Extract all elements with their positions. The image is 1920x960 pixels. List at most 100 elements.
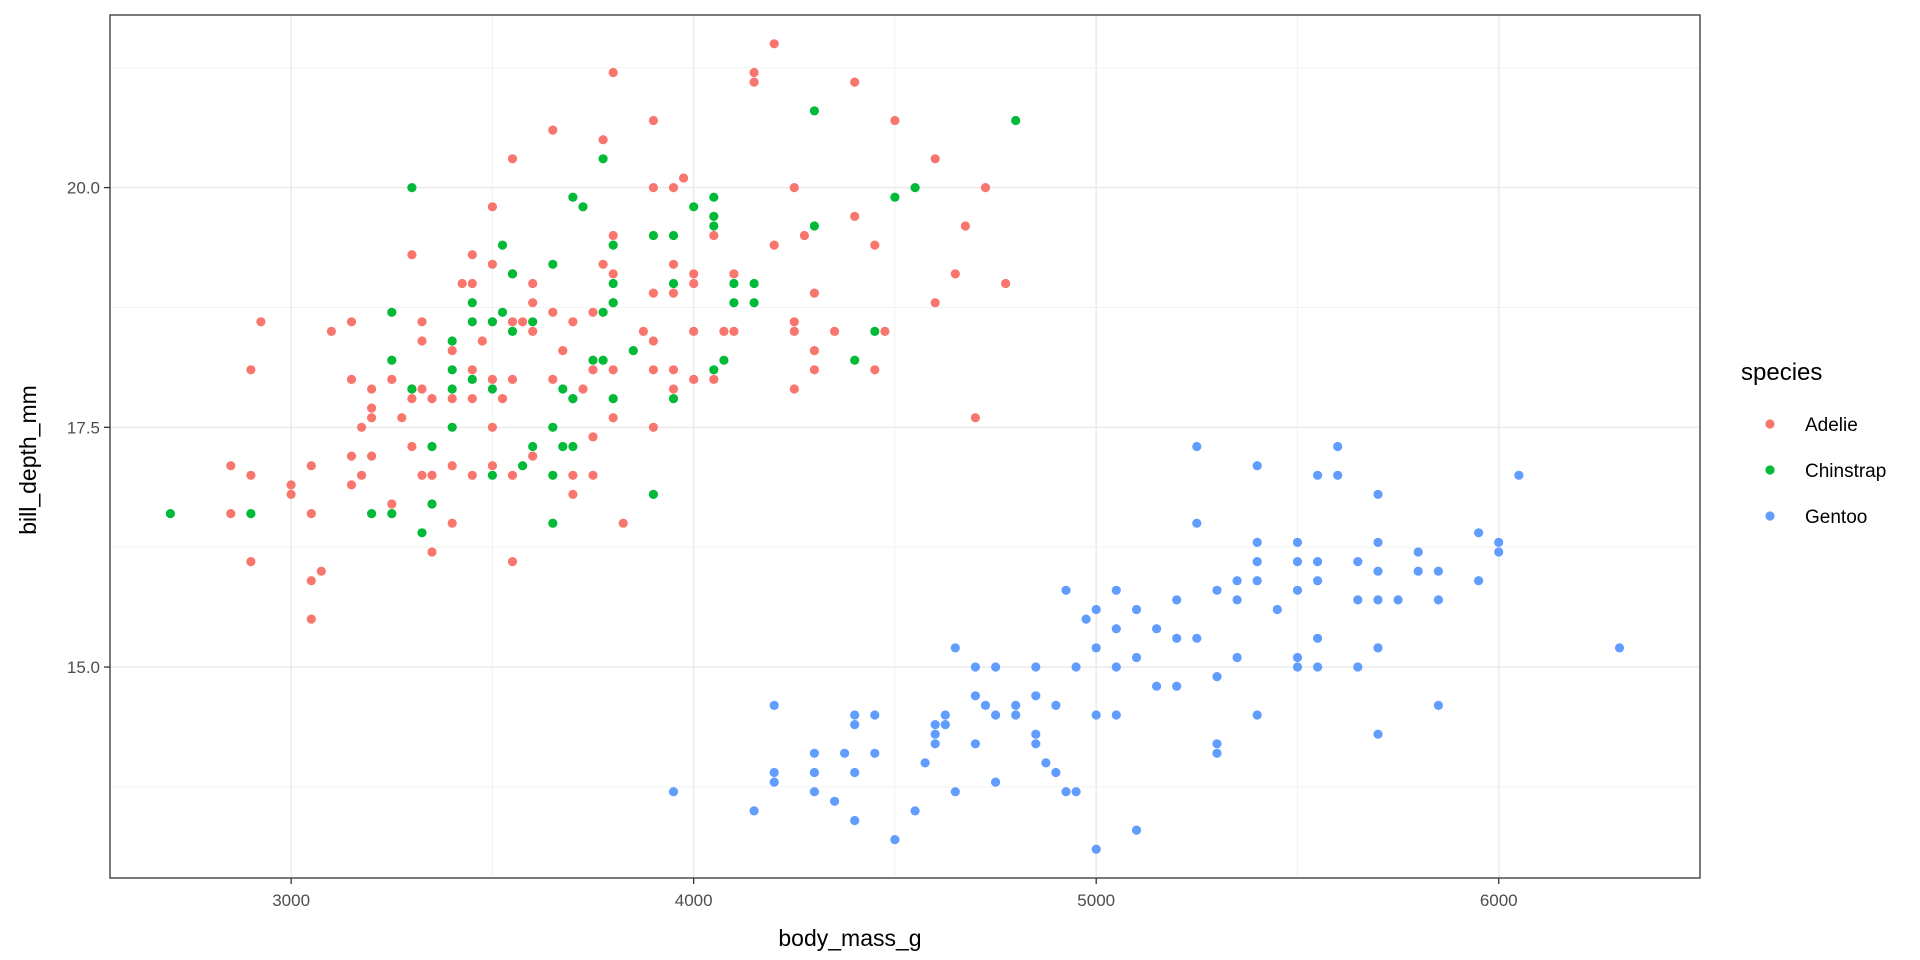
data-point-chinstrap — [387, 508, 397, 519]
data-point-adelie — [467, 365, 477, 375]
data-point-adelie — [346, 317, 357, 327]
data-point-gentoo — [1172, 681, 1182, 691]
data-point-gentoo — [1031, 729, 1041, 739]
data-point-chinstrap — [246, 508, 256, 519]
data-point-chinstrap — [487, 470, 497, 480]
data-point-gentoo — [1252, 710, 1262, 720]
data-point-gentoo — [850, 767, 860, 778]
data-point-gentoo — [769, 777, 779, 787]
data-point-gentoo — [1433, 700, 1443, 711]
legend-label-chinstrap: Chinstrap — [1805, 461, 1886, 482]
data-point-adelie — [789, 183, 799, 193]
data-point-gentoo — [970, 739, 981, 749]
data-point-gentoo — [890, 835, 900, 845]
data-point-chinstrap — [608, 298, 618, 308]
data-point-chinstrap — [528, 317, 538, 327]
data-point-adelie — [447, 346, 457, 356]
data-point-gentoo — [970, 662, 981, 672]
data-point-adelie — [246, 557, 256, 567]
data-point-adelie — [980, 183, 991, 193]
series-gentoo — [668, 441, 1625, 854]
data-point-gentoo — [940, 720, 950, 730]
data-point-chinstrap — [548, 259, 558, 269]
data-point-gentoo — [1313, 470, 1323, 480]
data-point-adelie — [367, 413, 377, 423]
data-point-adelie — [648, 336, 659, 346]
data-point-chinstrap — [709, 221, 719, 231]
data-point-gentoo — [769, 767, 779, 778]
data-point-adelie — [548, 374, 558, 384]
data-point-adelie — [769, 240, 779, 250]
data-point-chinstrap — [709, 365, 719, 375]
data-point-gentoo — [1373, 643, 1383, 653]
data-point-gentoo — [1292, 662, 1303, 672]
data-point-gentoo — [1212, 739, 1222, 749]
data-point-adelie — [427, 394, 437, 404]
data-point-adelie — [568, 317, 578, 327]
data-point-gentoo — [1373, 729, 1383, 739]
series-chinstrap — [165, 106, 1021, 538]
data-point-chinstrap — [749, 298, 759, 308]
data-point-adelie — [1001, 278, 1011, 289]
data-point-gentoo — [930, 739, 940, 749]
data-point-gentoo — [1192, 518, 1202, 528]
data-point-chinstrap — [497, 307, 508, 317]
data-point-chinstrap — [467, 317, 477, 327]
data-point-gentoo — [1373, 595, 1383, 605]
data-point-adelie — [447, 394, 457, 404]
data-point-adelie — [668, 288, 679, 298]
data-point-adelie — [226, 461, 236, 471]
data-point-gentoo — [920, 758, 930, 768]
data-point-adelie — [648, 422, 659, 432]
legend-key-chinstrap — [1765, 465, 1775, 475]
data-point-adelie — [618, 518, 628, 528]
data-point-chinstrap — [558, 441, 568, 452]
data-point-chinstrap — [809, 106, 820, 116]
data-point-chinstrap — [487, 317, 497, 327]
data-point-gentoo — [1252, 537, 1262, 548]
data-point-adelie — [487, 461, 497, 471]
data-point-adelie — [870, 240, 880, 250]
legend-title: species — [1741, 359, 1822, 386]
data-point-chinstrap — [598, 355, 608, 365]
data-point-adelie — [850, 77, 860, 87]
data-point-chinstrap — [427, 499, 437, 509]
data-point-gentoo — [1031, 662, 1041, 672]
x-tick-label: 6000 — [1480, 891, 1518, 910]
data-point-chinstrap — [407, 183, 417, 193]
legend: species Adelie Chinstrap Gentoo — [1741, 359, 1886, 528]
data-point-chinstrap — [668, 230, 679, 241]
data-point-adelie — [226, 508, 236, 519]
x-axis-ticks: 3000 4000 5000 6000 — [272, 878, 1518, 910]
data-point-adelie — [367, 451, 377, 461]
data-point-adelie — [789, 384, 799, 394]
data-point-adelie — [407, 394, 417, 404]
legend-key-gentoo — [1765, 511, 1775, 521]
data-point-chinstrap — [578, 202, 588, 212]
data-point-gentoo — [1111, 662, 1121, 672]
data-point-adelie — [548, 125, 558, 135]
data-point-adelie — [598, 135, 608, 145]
data-point-gentoo — [1152, 624, 1162, 634]
data-point-gentoo — [1353, 662, 1363, 672]
data-point-chinstrap — [1011, 115, 1021, 126]
data-point-chinstrap — [648, 230, 659, 241]
data-point-gentoo — [809, 767, 820, 778]
data-point-adelie — [346, 374, 357, 384]
data-point-gentoo — [809, 787, 820, 797]
data-point-gentoo — [749, 806, 759, 816]
data-point-gentoo — [1313, 662, 1323, 672]
data-point-gentoo — [1494, 547, 1504, 557]
data-point-chinstrap — [608, 278, 618, 289]
data-point-gentoo — [1091, 710, 1101, 720]
data-point-gentoo — [1292, 585, 1303, 595]
data-point-adelie — [960, 221, 971, 231]
data-point-chinstrap — [548, 470, 558, 480]
data-point-adelie — [588, 470, 598, 480]
data-point-chinstrap — [497, 240, 508, 250]
data-point-adelie — [648, 183, 659, 193]
data-point-chinstrap — [165, 508, 175, 519]
data-point-gentoo — [1333, 441, 1343, 452]
data-point-gentoo — [950, 787, 960, 797]
data-point-gentoo — [910, 806, 920, 816]
